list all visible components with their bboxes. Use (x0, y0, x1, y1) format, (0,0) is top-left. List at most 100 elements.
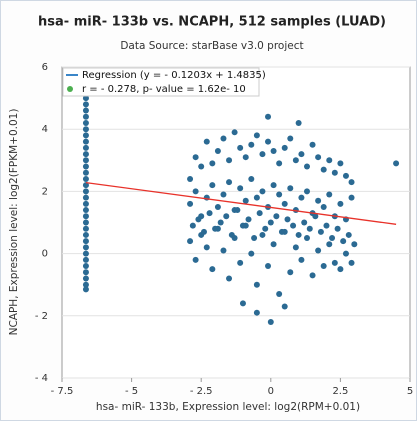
point (82, 286, 89, 293)
regression-line (85, 181, 397, 225)
point (342, 250, 349, 257)
point (295, 119, 302, 126)
point (326, 157, 333, 164)
point (292, 244, 299, 251)
point (82, 138, 89, 145)
point (82, 256, 89, 263)
point (82, 244, 89, 251)
point (82, 126, 89, 133)
point (326, 191, 333, 198)
point (226, 275, 233, 282)
point (284, 216, 291, 223)
point (320, 263, 327, 270)
point (253, 194, 260, 201)
point (242, 197, 249, 204)
y-tick-label: 2 (42, 186, 48, 197)
point (309, 272, 316, 279)
x-tick-label: - 5 (125, 386, 138, 397)
point (287, 135, 294, 142)
point (298, 194, 305, 201)
point (259, 151, 266, 158)
x-tick-label: 0 (268, 386, 274, 397)
point (187, 175, 194, 182)
point (287, 269, 294, 276)
point (82, 132, 89, 139)
point (295, 231, 302, 238)
x-tick-label: - 7.5 (51, 386, 74, 397)
point (273, 213, 280, 220)
point (315, 154, 322, 161)
y-tick-label: 0 (42, 249, 48, 260)
y-axis-label: NCAPH, Expression level: log2(FPKM+0.01) (8, 109, 20, 336)
point (82, 231, 89, 238)
x-tick-label: - 2.5 (190, 386, 213, 397)
point (276, 291, 283, 298)
point (82, 250, 89, 257)
x-tick-label: 2.5 (332, 386, 348, 397)
legend-dot (67, 86, 73, 92)
point (303, 163, 310, 170)
point (82, 213, 89, 220)
point (276, 160, 283, 167)
point (209, 182, 216, 189)
point (248, 250, 255, 257)
point (298, 256, 305, 263)
point (267, 319, 274, 326)
point (329, 235, 336, 242)
point (82, 144, 89, 151)
point (82, 238, 89, 245)
point (82, 225, 89, 232)
plot-area (61, 66, 411, 379)
y-tick-label: - 2 (35, 311, 48, 322)
point (256, 210, 263, 217)
point (259, 188, 266, 195)
point (82, 269, 89, 276)
point (337, 160, 344, 167)
point (82, 157, 89, 164)
point (281, 144, 288, 151)
point (340, 238, 347, 245)
point (287, 185, 294, 192)
point (323, 222, 330, 229)
point (82, 275, 89, 282)
y-tick-label: 4 (42, 124, 48, 135)
x-axis-label: hsa- miR- 133b, Expression level: log2(R… (96, 401, 360, 413)
point (82, 182, 89, 189)
point (265, 138, 272, 145)
point (301, 219, 308, 226)
point (320, 203, 327, 210)
point (290, 222, 297, 229)
point (248, 141, 255, 148)
point (82, 169, 89, 176)
point (226, 179, 233, 186)
point (270, 182, 277, 189)
point (351, 241, 358, 248)
point (317, 228, 324, 235)
point (220, 247, 227, 254)
point (203, 138, 210, 145)
point (220, 191, 227, 198)
point (292, 157, 299, 164)
point (309, 141, 316, 148)
point (259, 231, 266, 238)
point (262, 225, 269, 232)
point (192, 154, 199, 161)
point (393, 160, 400, 167)
point (342, 172, 349, 179)
point (281, 200, 288, 207)
point (248, 175, 255, 182)
point (348, 194, 355, 201)
point (189, 222, 196, 229)
point (345, 231, 352, 238)
point (298, 151, 305, 158)
point (187, 238, 194, 245)
legend-label: Regression (y = - 0.1203x + 1.4835) (82, 70, 266, 81)
point (337, 200, 344, 207)
point (331, 169, 338, 176)
point (82, 188, 89, 195)
point (303, 235, 310, 242)
point (187, 200, 194, 207)
point (214, 203, 221, 210)
point (82, 175, 89, 182)
